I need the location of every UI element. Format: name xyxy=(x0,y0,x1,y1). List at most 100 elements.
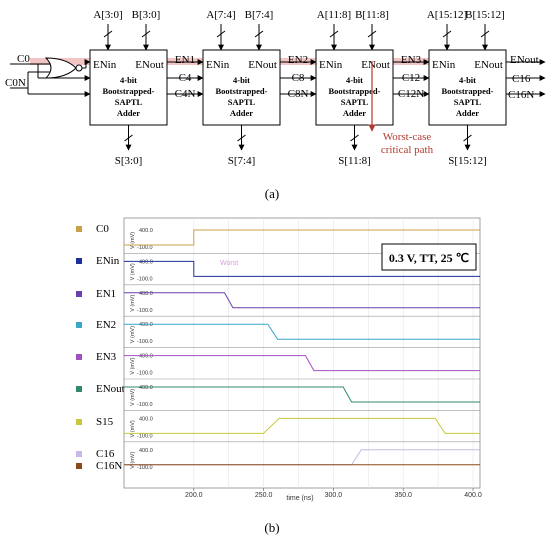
trace-line-enin xyxy=(124,260,480,277)
nor-gate xyxy=(44,57,91,79)
en-out-label: ENout xyxy=(248,59,277,71)
block-title-line: Bootstrapped- xyxy=(442,86,494,96)
output-enout-label: ENout xyxy=(510,54,539,66)
y-tick-low: -100.0 xyxy=(137,465,153,471)
critical-path-label-line2: critical path xyxy=(381,144,434,156)
legend-swatch xyxy=(76,258,82,264)
trace-strip: 400.0 -100.0V (mV) xyxy=(124,441,480,471)
x-tick-label: 300.0 xyxy=(325,492,343,499)
block-title-line: Bootstrapped- xyxy=(216,86,268,96)
input-c0-label: C0 xyxy=(17,53,30,65)
condition-box xyxy=(381,243,477,271)
y-tick-high: 400.0 xyxy=(139,291,153,297)
legend-label: S15 xyxy=(96,416,114,428)
adder-block-box xyxy=(315,49,394,126)
y-tick-high: 400.0 xyxy=(139,322,153,328)
en-out-label: ENout xyxy=(474,59,503,71)
y-tick-low: -100.0 xyxy=(137,402,153,408)
sum-bus-label: S[11:8] xyxy=(338,155,371,167)
legend-swatch xyxy=(76,386,82,392)
legend-label: ENin xyxy=(96,255,120,267)
b-bus-label: B[15:12] xyxy=(465,9,505,21)
x-tick-label: 350.0 xyxy=(394,492,412,499)
y-tick-low: -100.0 xyxy=(137,245,153,251)
link-carry-n-label: C12N xyxy=(398,88,424,100)
trace-line-s15 xyxy=(124,417,480,434)
trace-line-en2 xyxy=(124,323,480,340)
y-tick-high: 400.0 xyxy=(139,385,153,391)
adder-block-2: A[11:8] B[11:8] ENin ENout 4-bitBootstrapped… xyxy=(315,9,430,167)
block-title-line: Adder xyxy=(343,108,366,118)
block-title-line: SAPTL xyxy=(115,97,143,107)
output-c16-label: C16 xyxy=(512,73,531,85)
y-axis-label: V (mV) xyxy=(130,357,136,374)
a-bus-label: A[11:8] xyxy=(317,9,351,21)
trace-strip: 400.0 -100.0V (mV) xyxy=(124,410,480,439)
b-bus-label: B[3:0] xyxy=(132,9,161,21)
en-in-label: ENin xyxy=(93,59,117,71)
x-tick-label: 400.0 xyxy=(464,492,482,499)
link-carry-n-label: C8N xyxy=(288,88,309,100)
block-title-line: Bootstrapped- xyxy=(329,86,381,96)
adder-block-box xyxy=(89,49,168,126)
legend-swatch xyxy=(76,354,82,360)
trace-strip: 400.0 -100.0V (mV) xyxy=(124,378,480,408)
y-tick-low: -100.0 xyxy=(137,276,153,282)
y-tick-high: 400.0 xyxy=(139,448,153,454)
block-title-line: Bootstrapped- xyxy=(103,86,155,96)
legend-label: EN3 xyxy=(96,351,117,363)
block-title-line: Adder xyxy=(456,108,479,118)
en-out-label: ENout xyxy=(135,59,164,71)
a-bus-label: A[15:12] xyxy=(427,9,467,21)
b-bus-label: B[7:4] xyxy=(245,9,274,21)
adder-block-3: A[15:12]B[15:12] ENin ENout 4-bitBootstrapp… xyxy=(427,9,546,167)
y-axis-label: V (mV) xyxy=(130,295,136,312)
y-axis-label: V (mV) xyxy=(130,452,136,469)
y-tick-high: 400.0 xyxy=(139,354,153,360)
legend-label: C16 xyxy=(96,448,115,460)
trace-strip: 400.0 -100.0V (mV) xyxy=(124,315,480,345)
x-tick-label: 200.0 xyxy=(185,492,203,499)
critical-path-label-line1: Worst-case xyxy=(383,131,432,143)
b-bus-label: B[11:8] xyxy=(355,9,389,21)
link-en-label: EN3 xyxy=(401,54,422,66)
block-title-line: 4-bit xyxy=(120,75,137,85)
block-title-line: Adder xyxy=(230,108,253,118)
legend-swatch xyxy=(76,451,82,457)
y-tick-high: 400.0 xyxy=(139,228,153,234)
link-en-label: EN1 xyxy=(175,54,195,66)
a-bus-label: A[7:4] xyxy=(206,9,235,21)
en-in-label: ENin xyxy=(319,59,343,71)
en-out-label: ENout xyxy=(361,59,390,71)
y-axis-label: V (mV) xyxy=(130,263,136,280)
y-axis-label: V (mV) xyxy=(130,326,136,343)
panel-a-schematic: C0 C0N A[3:0] B[3:0]ENin ENout4-bitBootstr… xyxy=(5,9,546,201)
link-carry-label: C8 xyxy=(292,72,305,84)
legend-label: EN1 xyxy=(96,288,116,300)
y-tick-low: -100.0 xyxy=(137,371,153,377)
adder-block-box xyxy=(428,49,507,126)
trace-line-en3 xyxy=(124,355,480,372)
x-axis-label: time (ns) xyxy=(286,495,313,502)
y-tick-high: 400.0 xyxy=(139,416,153,422)
block-title-line: SAPTL xyxy=(341,97,369,107)
sum-bus-label: S[7:4] xyxy=(228,155,256,167)
legend-label: C16N xyxy=(96,460,122,472)
panel-b-label: (b) xyxy=(264,520,279,535)
legend-label: C0 xyxy=(96,223,109,235)
legend-label: EN2 xyxy=(96,319,116,331)
sum-bus-label: S[3:0] xyxy=(115,155,143,167)
trace-strip: 400.0 -100.0V (mV) xyxy=(124,347,480,377)
legend-swatch xyxy=(76,419,82,425)
y-tick-low: -100.0 xyxy=(137,308,153,314)
block-title-line: 4-bit xyxy=(346,75,363,85)
block-title-line: Adder xyxy=(117,108,140,118)
block-title-line: 4-bit xyxy=(233,75,250,85)
trace-strip: 400.0 -100.0V (mV) xyxy=(130,228,153,251)
adder-block-1: A[7:4] B[7:4]ENin ENout4-bitBootstrapped-S… xyxy=(202,9,317,167)
legend-label: ENout xyxy=(96,383,125,395)
y-axis-label: V (mV) xyxy=(130,232,136,249)
trace-line-en1 xyxy=(124,292,480,309)
block-title-line: 4-bit xyxy=(459,75,476,85)
